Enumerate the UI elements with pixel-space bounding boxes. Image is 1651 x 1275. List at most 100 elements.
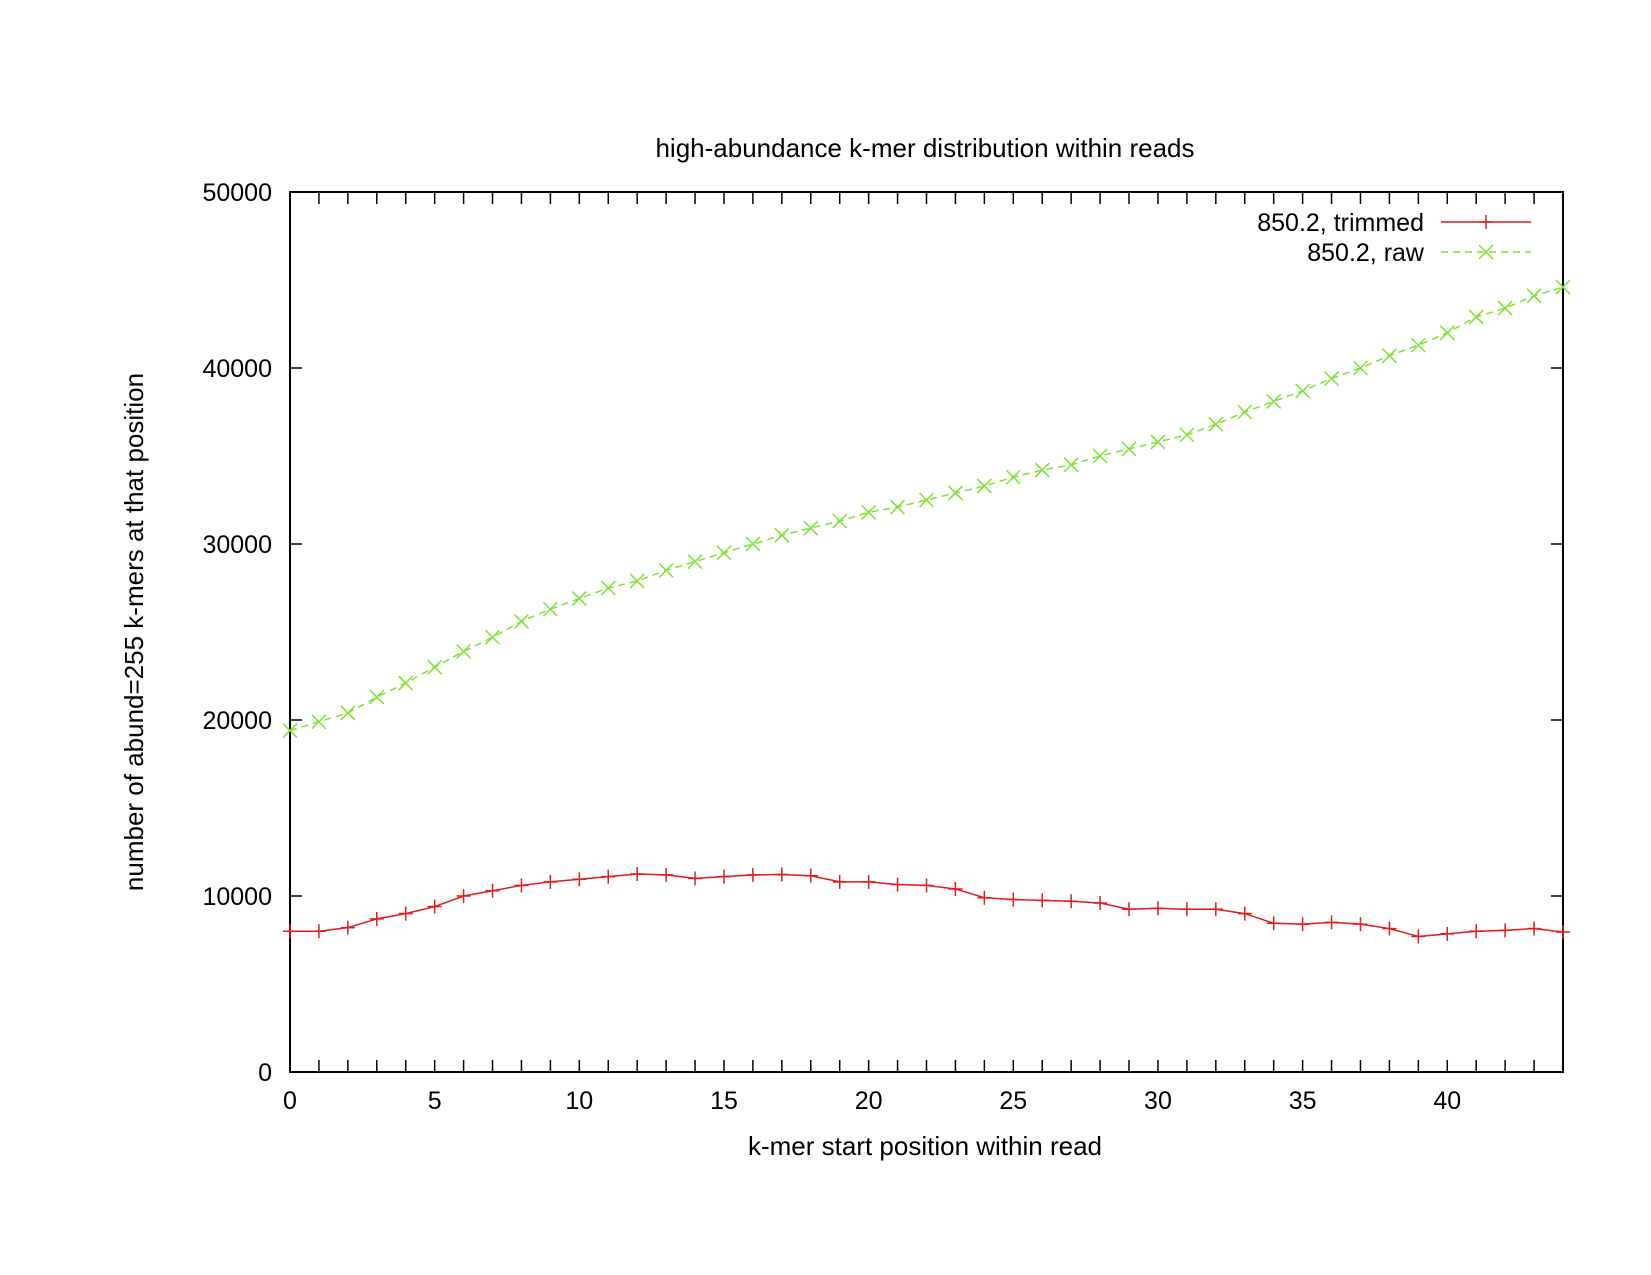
chart-title: high-abundance k-mer distribution within… — [655, 133, 1194, 163]
series-raw-point — [918, 492, 935, 508]
x-tick-label: 40 — [1433, 1087, 1461, 1115]
y-axis-label: number of abund=255 k-mers at that posit… — [119, 373, 149, 891]
y-tick-label: 20000 — [202, 707, 272, 735]
series-trimmed-point — [1266, 916, 1281, 931]
series-raw-point — [1410, 337, 1426, 353]
series-trimmed-point — [1498, 923, 1513, 938]
series-raw-point — [1555, 279, 1571, 295]
series-raw-point — [1179, 427, 1195, 443]
series-raw-point — [1208, 416, 1224, 432]
series-raw-point — [687, 554, 703, 570]
series-trimmed-point — [1035, 893, 1050, 908]
series-raw-point — [1439, 325, 1455, 341]
series-trimmed-point — [369, 911, 384, 926]
series-raw-point — [398, 675, 414, 691]
series-trimmed-point — [283, 924, 297, 939]
series-trimmed-point — [977, 890, 992, 905]
series-raw-line — [289, 286, 1564, 732]
plot-frame — [289, 191, 1564, 1073]
x-axis: 0 5 10 15 20 25 30 35 40 — [283, 192, 1564, 1115]
series-trimmed-point — [1150, 901, 1165, 916]
y-tick-label: 10000 — [202, 883, 272, 911]
series-trimmed-point — [340, 920, 355, 935]
series-trimmed-point — [688, 871, 703, 886]
series-raw-point — [427, 659, 443, 675]
series-trimmed-point — [745, 867, 760, 882]
legend-raw-label: 850.2, raw — [1307, 239, 1425, 267]
series-raw-point — [542, 601, 558, 617]
series-trimmed-point — [1527, 921, 1542, 936]
series-trimmed-point — [659, 867, 674, 882]
series-raw-point — [311, 714, 327, 730]
series-trimmed-point — [1006, 892, 1021, 907]
series-raw-point — [890, 499, 906, 515]
legend-trimmed-label: 850.2, trimmed — [1257, 209, 1424, 237]
series-trimmed-point — [716, 869, 731, 884]
y-tick-label: 40000 — [202, 355, 272, 383]
x-axis-label: k-mer start position within read — [748, 1131, 1102, 1161]
x-tick-label: 10 — [565, 1087, 593, 1115]
series-trimmed-point — [1064, 894, 1079, 909]
x-tick-label: 20 — [855, 1087, 883, 1115]
series-trimmed-point — [1122, 902, 1137, 917]
series-raw-point — [484, 629, 501, 645]
series-raw-point — [1526, 288, 1542, 304]
series-trimmed-point — [948, 881, 963, 896]
series-trimmed-point — [485, 883, 500, 898]
series-trimmed-point — [1556, 925, 1570, 940]
series-raw-point — [861, 504, 877, 520]
series-trimmed-point — [1237, 906, 1252, 921]
x-tick-label: 30 — [1144, 1087, 1172, 1115]
series-raw-point — [803, 520, 819, 536]
x-tick-label: 5 — [428, 1087, 442, 1115]
series-trimmed-point — [398, 906, 413, 921]
series-raw-point — [1150, 434, 1166, 450]
series-raw-point — [947, 485, 963, 501]
series-raw-point — [1295, 383, 1311, 399]
y-tick-label: 50000 — [202, 179, 272, 207]
x-tick-label: 35 — [1289, 1087, 1317, 1115]
x-tick-label: 15 — [710, 1087, 738, 1115]
series-raw-point — [1266, 393, 1282, 409]
series-trimmed-point — [803, 868, 818, 883]
series-raw-point — [1352, 360, 1369, 376]
series-trimmed-point — [630, 867, 645, 881]
series-layer — [282, 279, 1571, 944]
legend-raw-point — [1478, 244, 1494, 260]
legend-trimmed-point — [1479, 215, 1493, 229]
series-trimmed-point — [861, 874, 876, 889]
series-raw-point — [1063, 457, 1079, 473]
series-raw-point — [1092, 448, 1108, 464]
series-trimmed-point — [1353, 917, 1368, 932]
series-trimmed-point — [311, 924, 326, 939]
series-trimmed-point — [1295, 917, 1310, 932]
x-tick-label: 0 — [283, 1087, 297, 1115]
x-tick-label: 25 — [999, 1087, 1027, 1115]
series-trimmed-point — [832, 874, 847, 889]
series-raw-point — [600, 580, 616, 596]
series-trimmed-point — [572, 872, 587, 887]
y-tick-label: 0 — [258, 1059, 272, 1087]
series-trimmed-point — [1469, 924, 1484, 939]
series-raw-point — [1468, 309, 1484, 325]
series-raw-point — [774, 527, 790, 543]
series-trimmed-point — [1208, 902, 1223, 917]
series-trimmed-point — [1093, 896, 1108, 911]
series-trimmed-point — [514, 878, 529, 893]
series-raw-point — [629, 573, 645, 589]
series-raw-point — [1497, 300, 1513, 316]
series-raw-point — [1381, 348, 1397, 364]
series-trimmed-point — [456, 889, 471, 903]
series-raw-point — [456, 643, 472, 659]
series-raw-point — [976, 478, 992, 494]
series-trimmed-point — [774, 867, 789, 882]
series-raw-point — [571, 591, 587, 607]
series-raw-point — [1324, 371, 1340, 387]
series-trimmed-point — [1440, 926, 1455, 941]
series-raw-point — [745, 536, 761, 552]
series-raw-point — [1005, 469, 1021, 485]
series-raw-point — [1034, 462, 1050, 478]
series-raw-point — [1121, 441, 1137, 457]
series-trimmed-point — [1179, 902, 1194, 917]
